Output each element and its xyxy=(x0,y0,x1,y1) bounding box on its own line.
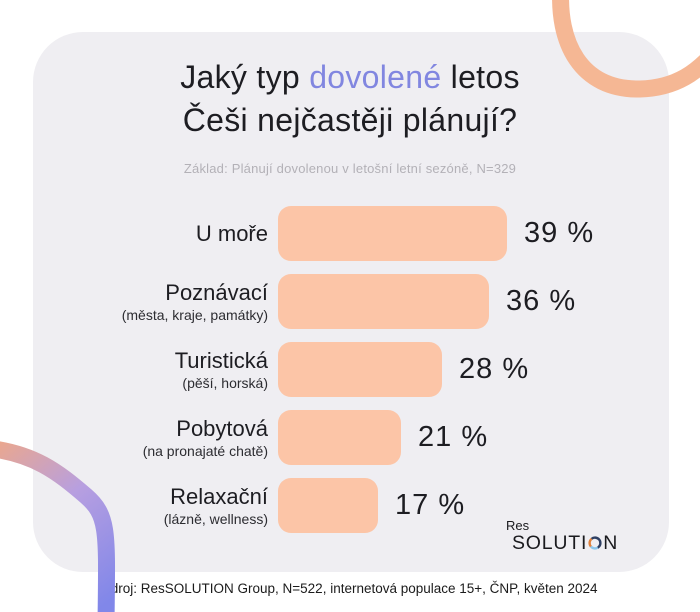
value-label: 39 % xyxy=(524,217,595,249)
category-label-main: Relaxační xyxy=(170,484,268,509)
ressolution-logo: Res SOLUTI N xyxy=(505,519,618,554)
category-label-main: Poznávací xyxy=(165,280,268,305)
chart-row: Turistická (pěší, horská) 28 % xyxy=(0,342,700,397)
logo-solution-pre: SOLUTI xyxy=(512,532,588,554)
value-label: 21 % xyxy=(418,421,489,453)
title-line1-pre: Jaký typ xyxy=(180,59,310,95)
chart: U moře 39 % Poznávací (města, kraje, pam… xyxy=(0,206,700,546)
title-highlight: dovolené xyxy=(309,59,442,95)
category-label-main: Pobytová xyxy=(176,416,268,441)
title-line1-post: letos xyxy=(441,59,520,95)
category-label: Relaxační (lázně, wellness) xyxy=(0,484,268,527)
chart-row: Pobytová (na pronajaté chatě) 21 % xyxy=(0,410,700,465)
logo-solution-post: N xyxy=(603,532,619,554)
category-label: Turistická (pěší, horská) xyxy=(0,348,268,391)
category-label-sub: (pěší, horská) xyxy=(182,375,268,391)
chart-row: U moře 39 % xyxy=(0,206,700,261)
category-label-sub: (na pronajaté chatě) xyxy=(142,443,268,459)
value-label: 28 % xyxy=(459,353,530,385)
category-label-main: U moře xyxy=(195,220,268,246)
chart-subtitle: Základ: Plánují dovolenou v letošní letn… xyxy=(183,161,517,176)
bar xyxy=(278,274,489,329)
title-line2: Češi nejčastěji plánují? xyxy=(182,102,518,138)
chart-row: Relaxační (lázně, wellness) 17 % xyxy=(0,478,700,533)
category-label-sub: (města, kraje, památky) xyxy=(121,307,268,323)
title-line1: Jaký typ dovolené letos xyxy=(180,59,520,95)
value-label: 36 % xyxy=(506,285,577,317)
chart-title: Jaký typ dovolené letos Češi nejčastěji … xyxy=(0,56,700,142)
source-footer: Zdroj: ResSOLUTION Group, N=522, interne… xyxy=(102,581,598,596)
bar xyxy=(278,478,378,533)
category-label: U moře xyxy=(0,221,268,247)
bar xyxy=(278,342,442,397)
logo-ring-o-icon xyxy=(588,536,602,550)
bar xyxy=(278,410,401,465)
chart-row: Poznávací (města, kraje, památky) 36 % xyxy=(0,274,700,329)
logo-res-text: Res xyxy=(506,518,530,533)
value-label: 17 % xyxy=(395,489,466,521)
category-label: Pobytová (na pronajaté chatě) xyxy=(0,416,268,459)
category-label-sub: (lázně, wellness) xyxy=(163,511,268,527)
category-label-main: Turistická xyxy=(174,348,268,373)
category-label: Poznávací (města, kraje, památky) xyxy=(0,280,268,323)
bar xyxy=(278,206,507,261)
logo-solution-text: SOLUTI N xyxy=(512,532,618,554)
